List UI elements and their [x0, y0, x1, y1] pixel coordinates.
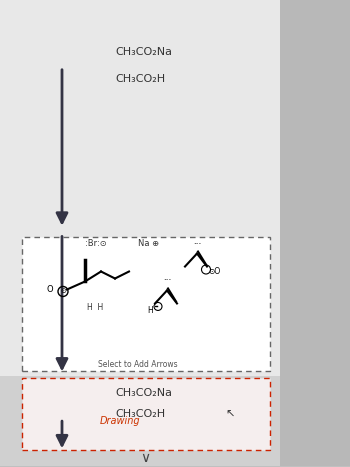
Bar — [0, 226, 275, 366]
Text: ...: ... — [163, 276, 171, 282]
Text: CH₃CO₂Na: CH₃CO₂Na — [115, 388, 172, 398]
Bar — [22, 378, 270, 450]
Text: H  H: H H — [87, 304, 103, 312]
Text: CH₃CO₂Na: CH₃CO₂Na — [115, 47, 172, 57]
Text: ⊙: ⊙ — [60, 289, 66, 295]
Bar — [0, 376, 280, 466]
Bar — [275, 0, 350, 466]
Text: ⊙O: ⊙O — [208, 267, 220, 276]
Bar — [22, 237, 270, 371]
Text: ...: ... — [193, 239, 201, 245]
Text: Drawing: Drawing — [100, 416, 141, 426]
Bar — [0, 366, 275, 466]
Text: H: H — [147, 306, 153, 315]
Text: Na ⊕: Na ⊕ — [138, 239, 159, 248]
Text: O: O — [46, 285, 53, 294]
Text: CH₃CO₂H: CH₃CO₂H — [115, 409, 165, 419]
Text: ↖: ↖ — [225, 409, 235, 419]
Bar — [0, 232, 280, 376]
Bar — [0, 0, 280, 237]
Text: Select to Add Arrows: Select to Add Arrows — [98, 360, 178, 369]
Bar — [0, 0, 275, 226]
Text: ∨: ∨ — [140, 451, 150, 465]
Text: CH₃CO₂H: CH₃CO₂H — [115, 74, 165, 84]
Text: :Br:⊙: :Br:⊙ — [85, 239, 107, 248]
